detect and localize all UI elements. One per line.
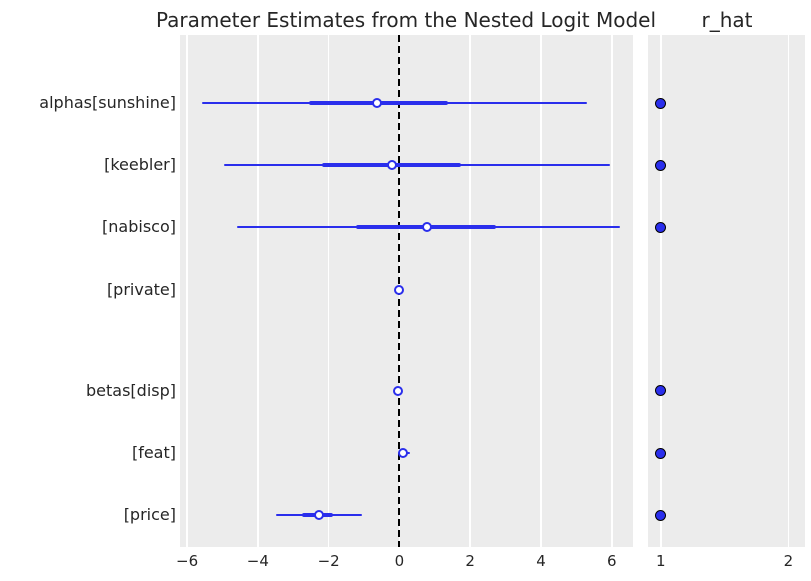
rhat-dot	[655, 97, 667, 109]
forest-panel-title: Parameter Estimates from the Nested Logi…	[155, 8, 657, 32]
x-tick-label: −2	[317, 552, 340, 570]
gridline	[469, 35, 471, 547]
x-tick-label: 6	[606, 552, 617, 570]
rhat-dot	[655, 447, 667, 459]
median-marker	[393, 385, 404, 396]
median-marker	[394, 284, 405, 295]
y-label: betas[disp]	[86, 380, 176, 400]
rhat-dot	[655, 159, 667, 171]
median-marker	[398, 448, 409, 459]
rhat-dot	[655, 221, 667, 233]
median-marker	[372, 98, 383, 108]
rhat-panel-title: r_hat	[701, 8, 753, 32]
gridline	[787, 35, 790, 547]
x-tick-label: −4	[246, 552, 269, 570]
x-tick-label: −6	[176, 552, 199, 570]
y-label: [private]	[106, 279, 176, 299]
x-tick-label: 0	[394, 552, 405, 570]
rhat-panel	[648, 35, 805, 547]
rhat-dot	[655, 509, 667, 521]
y-label: [feat]	[131, 443, 176, 463]
forest-panel	[180, 35, 633, 547]
median-marker	[314, 510, 325, 521]
x-tick-label: 2	[783, 552, 794, 570]
y-label: [price]	[123, 505, 176, 525]
median-marker	[422, 222, 433, 233]
gridline	[611, 35, 613, 547]
x-tick-label: 4	[536, 552, 546, 570]
median-marker	[387, 160, 398, 171]
x-tick-label: 1	[655, 552, 666, 570]
y-label: [keebler]	[104, 155, 176, 175]
rhat-dot	[655, 385, 667, 397]
gridline	[327, 35, 330, 547]
y-label: alphas[sunshine]	[39, 93, 176, 112]
gridline	[660, 35, 662, 547]
gridline	[540, 35, 542, 547]
y-label: [nabisco]	[102, 217, 176, 237]
gridline	[257, 35, 259, 547]
x-tick-label: 2	[465, 552, 475, 570]
gridline	[186, 35, 188, 547]
